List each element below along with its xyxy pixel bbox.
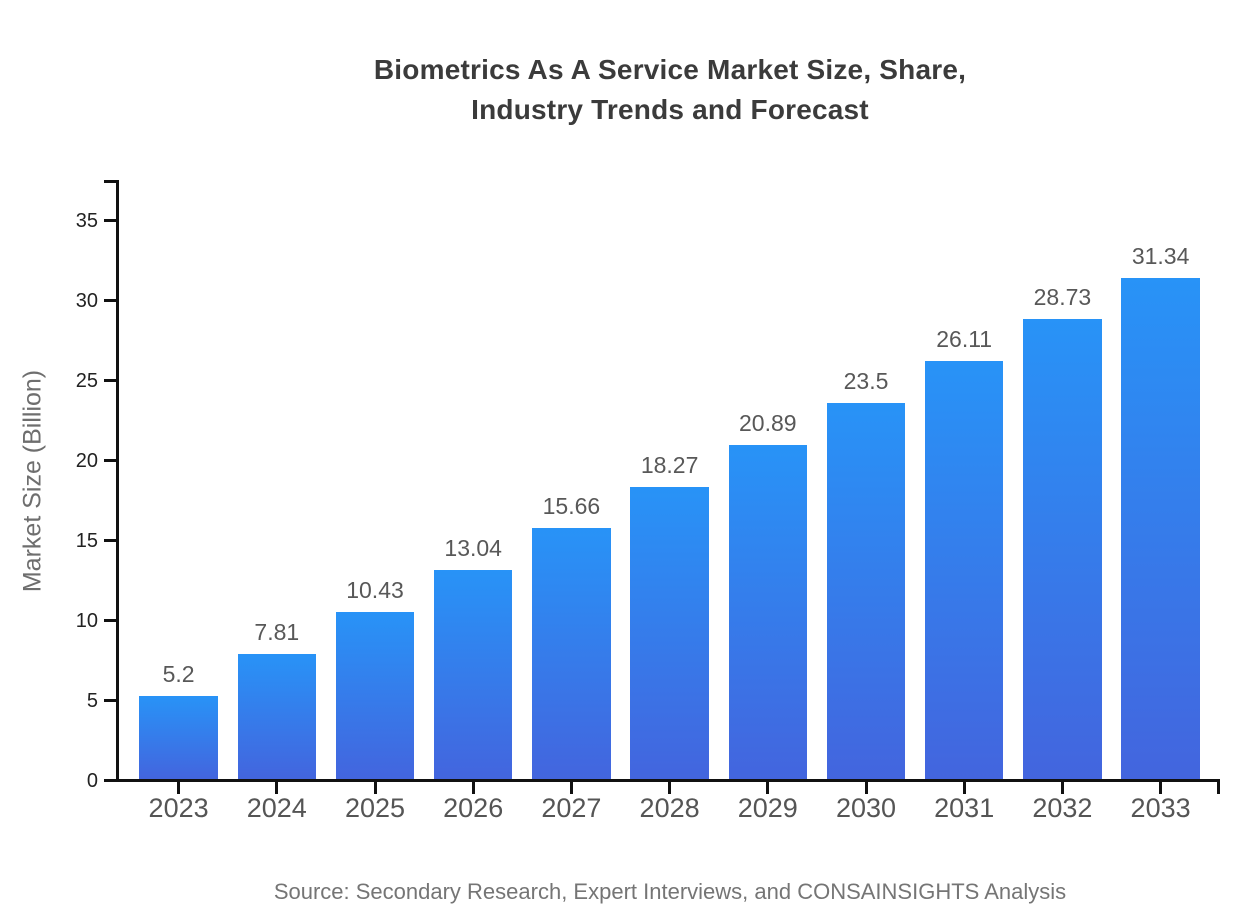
x-axis-line — [116, 779, 1220, 782]
bar-value-label: 20.89 — [739, 409, 797, 436]
x-tick-mark — [668, 782, 672, 794]
y-tick-mark — [104, 219, 116, 222]
bar-value-label: 15.66 — [542, 493, 601, 520]
bar-value-label: 5.2 — [162, 660, 195, 687]
x-tick-mark — [569, 782, 573, 794]
x-tick-mark — [471, 782, 475, 794]
bar — [335, 612, 415, 779]
y-tick-mark — [104, 779, 116, 782]
y-tick-mark — [104, 379, 116, 382]
x-tick-label: 2033 — [1130, 793, 1191, 823]
x-tick-label: 2024 — [246, 793, 307, 823]
bar — [728, 444, 808, 779]
y-tick-label: 30 — [75, 289, 98, 312]
x-tick-label: 2027 — [541, 793, 602, 823]
y-tick-label: 5 — [86, 689, 98, 712]
y-tick-mark — [104, 459, 116, 462]
x-tick-mark — [1060, 782, 1064, 794]
x-tick-mark — [766, 782, 770, 794]
y-tick-label: 20 — [75, 449, 98, 472]
x-tick-mark — [275, 782, 279, 794]
bar-value-label: 18.27 — [640, 451, 699, 478]
source-note: Source: Secondary Research, Expert Inter… — [273, 879, 1067, 904]
y-tick-label: 10 — [75, 609, 98, 632]
x-tick-label: 2026 — [443, 793, 504, 823]
y-axis-line — [116, 180, 119, 782]
bar — [237, 654, 317, 779]
x-tick-mark — [373, 782, 377, 794]
x-tick-label: 2032 — [1032, 793, 1093, 823]
bar — [924, 361, 1004, 779]
bar — [433, 570, 513, 779]
bar-value-label: 28.73 — [1033, 284, 1092, 311]
x-tick-label: 2025 — [344, 793, 406, 823]
x-tick-label: 2023 — [148, 793, 209, 823]
y-tick-mark — [104, 619, 116, 622]
x-tick-label: 2029 — [737, 793, 798, 823]
y-tick-label: 25 — [75, 369, 98, 392]
y-tick-label: 0 — [86, 769, 98, 792]
bar — [630, 486, 709, 779]
bar-value-label: 31.34 — [1131, 242, 1190, 269]
bar-value-label: 7.81 — [254, 619, 300, 645]
bar — [532, 528, 611, 779]
x-tick-mark — [864, 782, 868, 794]
x-tick-mark — [177, 782, 181, 794]
y-tick-mark — [104, 539, 116, 542]
x-tick-label: 2028 — [639, 793, 700, 823]
bar-value-label: 10.43 — [346, 577, 404, 604]
x-tick-label: 2031 — [934, 793, 995, 823]
y-tick-mark — [104, 699, 116, 702]
x-tick-label: 2030 — [835, 793, 897, 823]
x-tick-mark — [962, 782, 966, 794]
x-tick-mark — [1159, 782, 1163, 794]
bar — [826, 403, 906, 779]
bar-value-label: 13.04 — [444, 535, 502, 562]
chart-title-line-1: Biometrics As A Service Market Size, Sha… — [373, 54, 967, 85]
bar-value-label: 26.11 — [936, 326, 993, 353]
y-axis-top-cap — [104, 180, 119, 183]
y-tick-label: 35 — [75, 209, 98, 232]
bar — [1121, 277, 1200, 779]
x-axis-end-tick — [1217, 782, 1220, 794]
y-tick-mark — [104, 299, 116, 302]
chart-title: Biometrics As A Service Market Size, Sha… — [80, 50, 1260, 130]
bar-value-label: 23.5 — [843, 368, 889, 394]
bar — [139, 695, 218, 779]
bar — [1023, 319, 1102, 779]
y-tick-label: 15 — [75, 529, 98, 552]
chart-title-line-2: Industry Trends and Forecast — [471, 94, 869, 125]
